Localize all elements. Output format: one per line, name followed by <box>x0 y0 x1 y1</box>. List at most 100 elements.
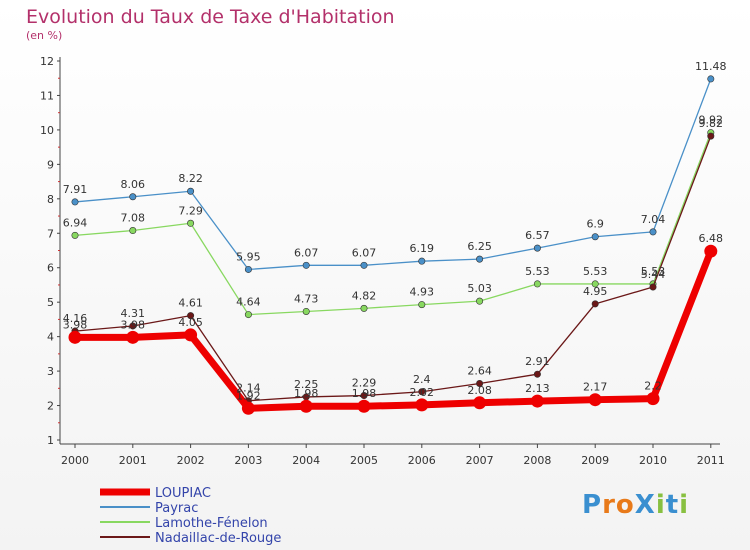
data-label: 4.73 <box>294 292 319 305</box>
data-label: 2.14 <box>236 382 261 395</box>
data-label: 2.64 <box>467 364 492 377</box>
data-point <box>591 300 599 308</box>
series-line-lamothe-f-nelon <box>74 132 712 316</box>
data-point <box>415 398 429 412</box>
data-label: 2.17 <box>583 381 608 394</box>
data-point <box>591 280 599 288</box>
data-label: 8.22 <box>178 172 203 185</box>
data-label: 6.07 <box>352 246 377 259</box>
data-point <box>184 328 198 342</box>
data-point <box>533 370 541 378</box>
data-label: 5.95 <box>236 250 261 263</box>
x-tick-label: 2004 <box>292 454 320 467</box>
y-tick-label: 7 <box>47 227 54 240</box>
data-point <box>707 132 715 140</box>
legend-label: Lamothe-Fénelon <box>155 516 268 531</box>
data-label: 4.93 <box>410 286 435 299</box>
y-tick-label: 1 <box>47 434 54 447</box>
data-point <box>588 393 602 407</box>
data-point <box>476 297 484 305</box>
data-label: 9.92 <box>699 114 724 127</box>
y-tick-label: 3 <box>47 365 54 378</box>
y-tick-label: 6 <box>47 262 54 275</box>
data-label: 3.98 <box>121 318 146 331</box>
chart-title: Evolution du Taux de Taxe d'Habitation <box>26 6 395 28</box>
y-tick-label: 11 <box>40 89 54 102</box>
x-tick-label: 2006 <box>408 454 436 467</box>
data-point <box>360 304 368 312</box>
data-point <box>476 255 484 263</box>
data-label: 8.06 <box>121 178 146 191</box>
data-point <box>530 394 544 408</box>
data-label: 7.04 <box>641 213 666 226</box>
data-point <box>129 322 137 330</box>
data-label: 4.64 <box>236 296 261 309</box>
data-point <box>244 265 252 273</box>
series-line-loupiac <box>75 249 715 412</box>
data-point <box>649 228 657 236</box>
y-tick-label: 2 <box>47 400 54 413</box>
data-label: 6.48 <box>699 232 724 245</box>
x-tick-label: 2011 <box>697 454 725 467</box>
data-point <box>302 261 310 269</box>
data-label: 6.57 <box>525 229 550 242</box>
data-label: 5.03 <box>467 282 492 295</box>
data-label: 2.08 <box>467 384 492 397</box>
data-point <box>649 283 657 291</box>
data-point <box>187 312 195 320</box>
y-tick-label: 4 <box>47 331 54 344</box>
data-label: 3.98 <box>63 318 88 331</box>
data-label: 2.25 <box>294 378 319 391</box>
data-point <box>241 401 255 415</box>
data-point <box>418 301 426 309</box>
data-label: 6.25 <box>467 240 492 253</box>
legend-label: LOUPIAC <box>155 486 211 501</box>
data-label: 4.82 <box>352 289 377 302</box>
data-point <box>299 399 313 413</box>
chart-subtitle: (en %) <box>26 29 63 42</box>
data-label: 11.48 <box>695 60 727 73</box>
data-label: 6.94 <box>63 216 88 229</box>
data-label: 2.29 <box>352 377 377 390</box>
data-label: 7.29 <box>178 204 203 217</box>
y-tick-label: 12 <box>40 55 54 68</box>
data-point <box>591 233 599 241</box>
x-tick-label: 2003 <box>234 454 262 467</box>
x-tick-label: 2001 <box>119 454 147 467</box>
data-label: 6.19 <box>410 242 435 255</box>
data-point <box>476 379 484 387</box>
data-point <box>71 231 79 239</box>
data-label: 7.08 <box>121 212 146 225</box>
y-tick-label: 10 <box>40 124 54 137</box>
data-point <box>71 198 79 206</box>
data-label: 4.95 <box>583 285 608 298</box>
data-point <box>126 330 140 344</box>
series-line-payrac <box>74 78 712 271</box>
data-label: 9.82 <box>699 117 724 130</box>
x-tick-label: 2000 <box>61 454 89 467</box>
data-label: 6.9 <box>586 218 604 231</box>
y-tick-label: 9 <box>47 158 54 171</box>
data-point <box>533 244 541 252</box>
data-point <box>473 396 487 410</box>
x-tick-label: 2007 <box>466 454 494 467</box>
data-label: 4.31 <box>121 307 146 320</box>
data-label: 5.53 <box>525 265 550 278</box>
data-point <box>360 261 368 269</box>
data-label: 1.98 <box>294 387 319 400</box>
x-tick-label: 2008 <box>523 454 551 467</box>
y-tick-label: 5 <box>47 296 54 309</box>
data-label: 1.98 <box>352 387 377 400</box>
x-tick-label: 2009 <box>581 454 609 467</box>
data-label: 2.2 <box>644 380 662 393</box>
data-point <box>129 227 137 235</box>
data-point <box>357 399 371 413</box>
data-labels: 3.98 3.98 4.05 1.92 1.98 1.98 2.02 2.08 2.13 2.17… <box>63 60 727 402</box>
data-label: 2.13 <box>525 382 550 395</box>
y-tick-label: 8 <box>47 193 54 206</box>
proxiti-logo: ProXiti <box>582 490 689 520</box>
x-tick-label: 2002 <box>177 454 205 467</box>
data-point <box>68 330 82 344</box>
